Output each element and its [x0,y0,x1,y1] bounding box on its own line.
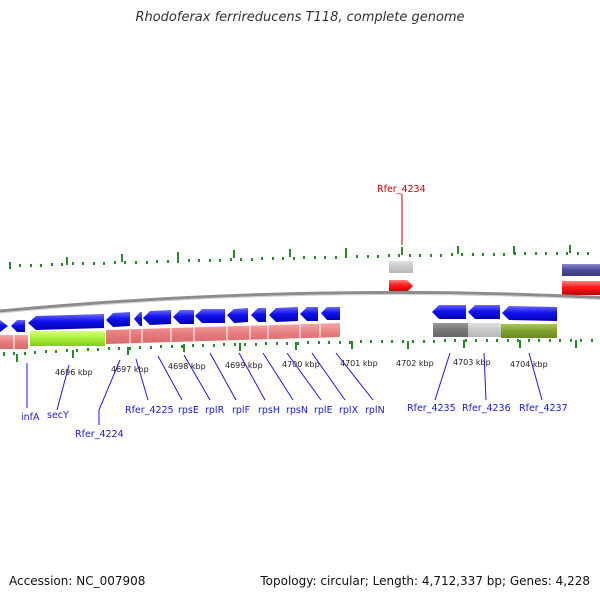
gene-label-secY: secY [47,410,69,421]
accession-text: Accession: NC_007908 [9,574,146,588]
gene-label-rfer-4236: Rfer_4236 [462,403,511,414]
gene-label-rfer-4225: Rfer_4225 [125,405,174,416]
gene-label-rfer-4235: Rfer_4235 [407,403,456,414]
kbp-label: 4696 kbp [55,368,93,377]
feature-rfer-4234[interactable] [389,194,413,292]
kbp-labels: 4696 kbp 4697 kbp 4698 kbp 4699 kbp 4700… [55,358,548,377]
gene-label-infA: infA [21,412,40,423]
genome-backbone [0,290,600,313]
gene-label-rplN: rplN [365,405,385,416]
gene-label-rfer-4237: Rfer_4237 [519,403,568,414]
topology-text: Topology: circular; Length: 4,712,337 bp… [260,574,590,588]
lower-band-left [0,323,340,349]
gene-label-rpsH: rpsH [258,405,280,416]
lower-band-right [433,323,557,338]
forward-genes-left[interactable] [0,307,340,332]
kbp-label: 4702 kbp [396,359,434,368]
gene-label-rfer-4234: Rfer_4234 [377,184,426,195]
gene-label-rplR: rplR [205,405,225,416]
gene-label-rplF: rplF [232,405,250,416]
genome-title: Rhodoferax ferrireducens T118, complete … [135,10,465,25]
kbp-label: 4701 kbp [340,359,378,368]
gene-label-rpsE: rpsE [178,405,199,416]
kbp-label: 4697 kbp [111,365,149,374]
kbp-label: 4699 kbp [225,361,263,370]
gene-label-rplX: rplX [339,405,359,416]
feature-right-edge [562,264,600,295]
gene-leader-lines [26,352,543,425]
kbp-label: 4698 kbp [168,362,206,371]
kbp-label: 4703 kbp [453,358,491,367]
gene-labels: infA secY Rfer_4224 Rfer_4225 rpsE rplR … [21,184,568,440]
gene-label-rplE: rplE [314,405,333,416]
kbp-label: 4700 kbp [282,360,320,369]
kbp-label: 4704 kbp [510,360,548,369]
tick-row-upper [9,245,589,269]
tick-row-lower [3,339,593,362]
gene-label-rfer-4224: Rfer_4224 [75,429,124,440]
forward-genes-right[interactable] [432,305,557,321]
gene-label-rpsN: rpsN [286,405,308,416]
